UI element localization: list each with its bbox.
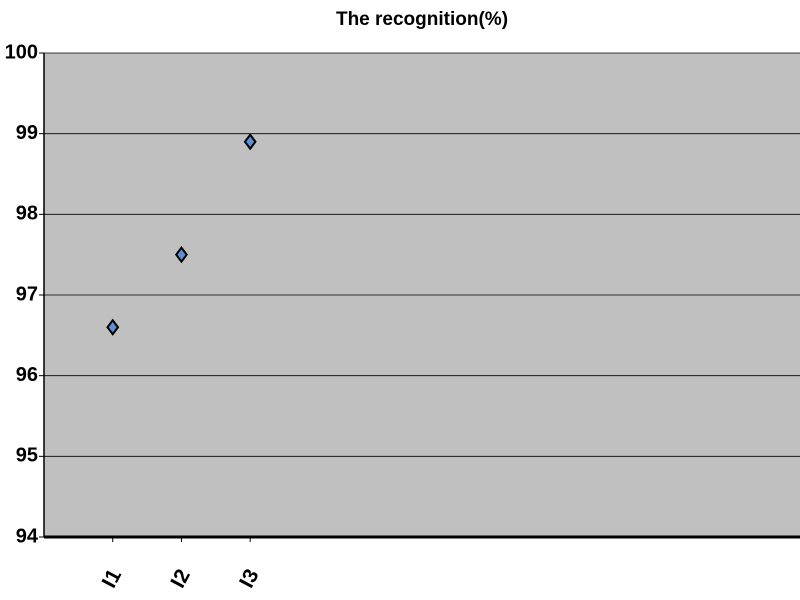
- y-tick-label: 98: [16, 203, 38, 225]
- x-tick-label: I2: [166, 565, 195, 591]
- x-tick-label: I1: [98, 565, 127, 592]
- y-tick-label: 96: [16, 364, 38, 386]
- y-tick-label: 100: [5, 41, 38, 63]
- y-tick-label: 97: [16, 283, 38, 305]
- marker: [174, 246, 188, 264]
- chart-title: The recognition(%): [336, 9, 508, 30]
- x-tick-label: I3: [235, 565, 264, 591]
- y-tick-label: 95: [16, 445, 38, 467]
- y-tick-label: 99: [16, 122, 38, 144]
- marker: [106, 318, 120, 336]
- marker: [243, 133, 257, 151]
- y-tick-label: 94: [16, 525, 39, 547]
